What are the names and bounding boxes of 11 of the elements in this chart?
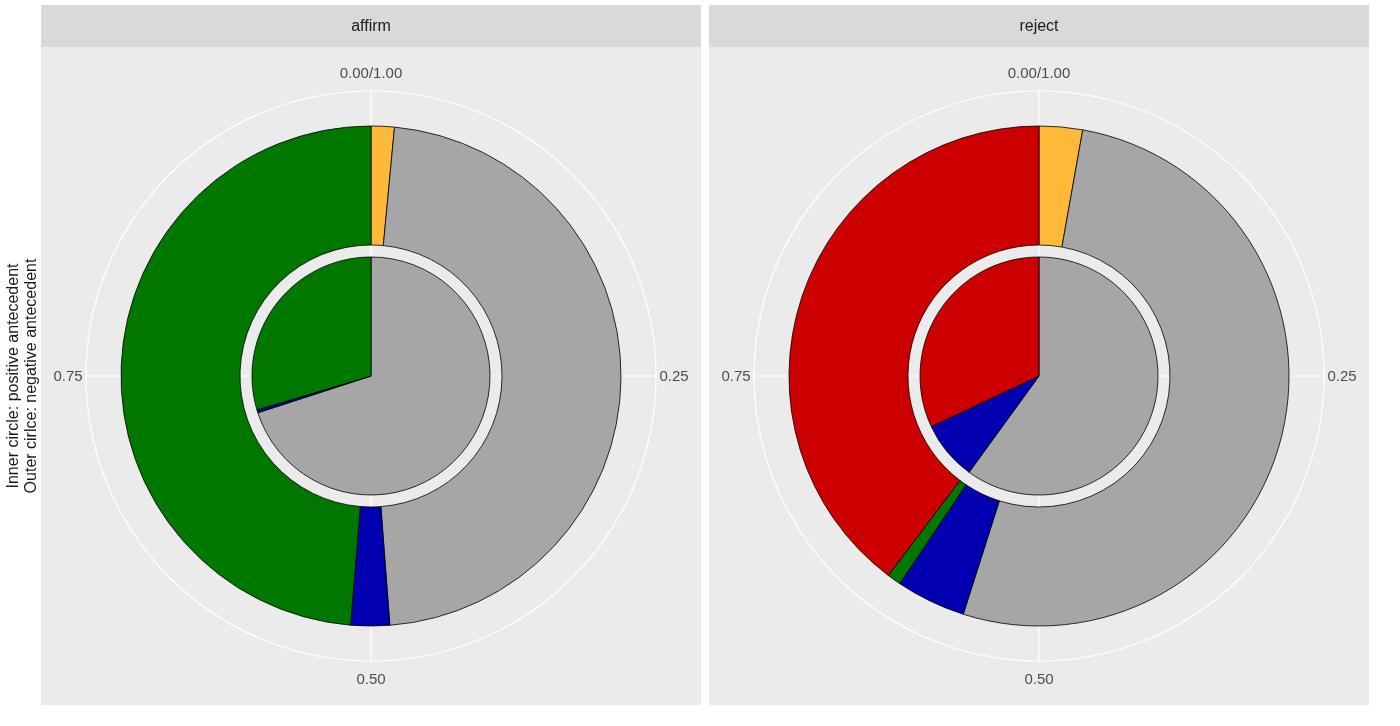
text: 0.75 [721, 367, 751, 384]
text: 0.00/1.00 [1007, 64, 1071, 81]
chart-title: affirm [351, 17, 391, 34]
text: Inner circle: positive antecedent Outer cirlce: negative antecedent [4, 258, 39, 494]
chart-title: reject [1019, 17, 1060, 34]
text: 0.25 [659, 367, 689, 384]
text: 0.75 [53, 367, 83, 384]
text: 0.25 [1327, 367, 1357, 384]
text: 0.50 [1024, 670, 1054, 687]
text: 0.00/1.00 [339, 64, 403, 81]
text: 0.50 [356, 670, 386, 687]
